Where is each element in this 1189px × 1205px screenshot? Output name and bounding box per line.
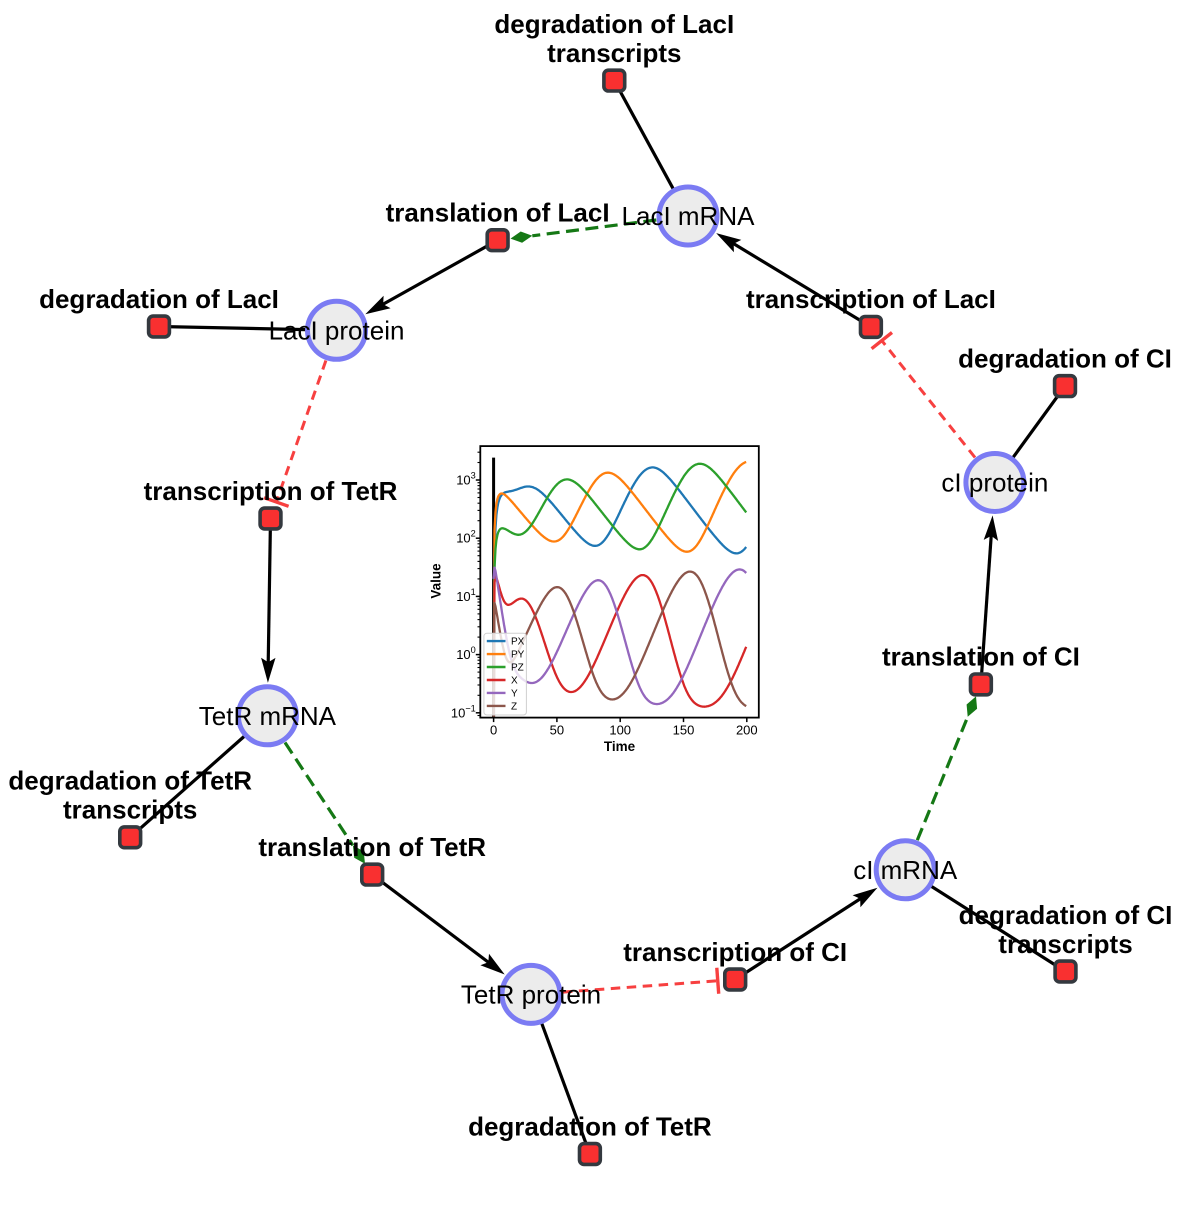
svg-text:transcription of TetR: transcription of TetR (144, 476, 398, 506)
svg-text:Value: Value (429, 563, 444, 599)
svg-text:TetR protein: TetR protein (461, 979, 601, 1009)
svg-text:degradation of CI: degradation of CI (958, 343, 1172, 373)
svg-text:PX: PX (511, 637, 525, 648)
svg-text:cI mRNA: cI mRNA (853, 855, 958, 885)
svg-text:Z: Z (511, 701, 517, 712)
svg-text:150: 150 (673, 723, 695, 738)
svg-text:transcription of LacI: transcription of LacI (746, 284, 996, 314)
svg-text:Time: Time (604, 739, 636, 754)
svg-text:50: 50 (550, 723, 564, 738)
svg-text:degradation of LacI: degradation of LacI (39, 284, 279, 314)
svg-text:degradation of CI: degradation of CI (959, 900, 1173, 930)
svg-text:transcription of CI: transcription of CI (623, 937, 847, 967)
svg-text:degradation of TetR: degradation of TetR (8, 766, 252, 796)
svg-text:LacI mRNA: LacI mRNA (622, 201, 756, 231)
svg-text:X: X (511, 676, 518, 687)
svg-text:transcripts: transcripts (63, 795, 197, 825)
svg-text:degradation of TetR: degradation of TetR (468, 1111, 712, 1141)
svg-text:TetR mRNA: TetR mRNA (199, 701, 337, 731)
svg-text:Y: Y (511, 688, 518, 699)
svg-text:PY: PY (511, 650, 525, 661)
svg-text:200: 200 (736, 723, 758, 738)
svg-text:translation of TetR: translation of TetR (258, 832, 486, 862)
svg-text:degradation of LacI: degradation of LacI (494, 9, 734, 39)
svg-text:PZ: PZ (511, 663, 524, 674)
svg-text:translation of CI: translation of CI (882, 642, 1080, 672)
svg-text:0: 0 (490, 723, 497, 738)
svg-text:cI protein: cI protein (941, 468, 1048, 498)
svg-text:100: 100 (609, 723, 631, 738)
svg-text:translation of LacI: translation of LacI (386, 198, 610, 228)
svg-text:LacI protein: LacI protein (269, 315, 405, 345)
svg-text:transcripts: transcripts (998, 929, 1132, 959)
svg-text:transcripts: transcripts (547, 38, 681, 68)
